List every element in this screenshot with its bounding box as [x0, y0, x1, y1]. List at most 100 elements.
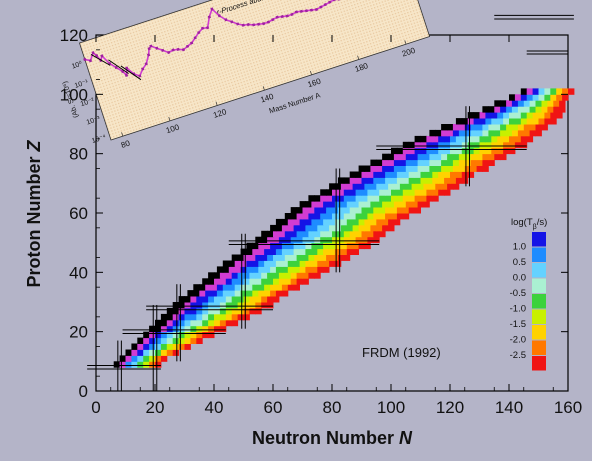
legend-swatch [532, 263, 546, 278]
nuclide-cell [240, 284, 247, 291]
nuclide-cell [287, 224, 295, 232]
nuclide-cell [296, 207, 303, 214]
nuclide-cell [205, 290, 212, 297]
nuclide-cell [408, 195, 416, 202]
nuclide-cell [391, 171, 398, 178]
inset-x-tick [262, 86, 265, 91]
nuclide-cell [435, 183, 442, 190]
inset-y-tick-label: 10⁰ [71, 60, 84, 71]
nuclide-cell [485, 147, 492, 155]
nuclide-cell [385, 213, 392, 220]
legend-title-subscript: β [533, 224, 537, 231]
nuclide-cell [199, 290, 206, 297]
nuclide-cell [405, 159, 413, 166]
nuclide-cell [337, 195, 345, 202]
nuclide-cell [385, 207, 392, 214]
nuclide-cell [361, 195, 368, 202]
nuclide-cell [211, 290, 218, 297]
inset-y-tick-label: 10⁻² [80, 97, 96, 108]
nuclide-cell [509, 118, 516, 125]
nuclide-cell [488, 129, 495, 137]
nuclide-cell [184, 302, 191, 309]
nuclide-cell [287, 284, 295, 291]
nuclide-cell [562, 88, 569, 95]
nuclide-cell [364, 201, 371, 208]
abundance-point [314, 7, 319, 12]
nuclide-cell [420, 177, 427, 184]
nuclide-cell [305, 266, 312, 273]
nuclide-cell [320, 195, 327, 202]
nuclide-cell [349, 230, 357, 238]
nuclide-cell [450, 147, 457, 155]
nuclide-cell [396, 213, 404, 220]
nuclide-cell [523, 100, 531, 107]
nuclide-cell [535, 129, 542, 137]
nuclide-cell [264, 242, 271, 250]
y-tick-label: 60 [69, 204, 88, 223]
nuclide-cell [172, 313, 180, 321]
nuclide-cell [485, 118, 492, 125]
nuclide-cell [273, 272, 280, 279]
nuclide-cell [482, 165, 489, 172]
nuclide-cell [267, 278, 274, 285]
nuclide-cell [444, 189, 451, 196]
nuclide-cell [408, 141, 416, 149]
nuclide-cell [184, 325, 191, 333]
nuclide-cell [270, 242, 277, 250]
nuclide-cell [258, 290, 265, 297]
x-tick-label: 100 [377, 398, 405, 417]
nuclide-cell [464, 165, 472, 172]
nuclide-cell [517, 129, 525, 137]
nuclide-cell [149, 331, 156, 339]
nuclide-cell [402, 141, 410, 149]
nuclide-cell [332, 230, 339, 238]
nuclide-cell [187, 290, 194, 297]
nuclide-cell [432, 171, 439, 178]
nuclide-cell [281, 218, 289, 226]
nuclide-cell [196, 307, 203, 315]
nuclide-cell [246, 260, 253, 267]
nuclide-cell [467, 141, 475, 149]
nuclide-cell [284, 278, 292, 285]
nuclide-cell [500, 100, 507, 107]
nuclide-cell [166, 349, 174, 356]
nuclide-cell [538, 112, 545, 119]
nuclide-cell [252, 266, 259, 273]
nuclide-cell [367, 177, 374, 184]
nuclide-cell [302, 236, 309, 244]
y-tick-label: 0 [79, 382, 88, 401]
nuclide-cell [450, 141, 457, 149]
nuclide-cell [225, 313, 233, 321]
nuclide-cell [355, 236, 362, 244]
model-label: FRDM (1992) [362, 345, 441, 360]
nuclide-cell [119, 355, 126, 362]
nuclide-cell [479, 118, 486, 125]
nuclide-cell [396, 177, 404, 184]
nuclide-cell [228, 266, 236, 273]
nuclide-cell [231, 272, 239, 279]
nuclide-cell [476, 165, 483, 172]
abundance-point [224, 18, 228, 22]
nuclide-cell [293, 260, 300, 267]
nuclide-cell [482, 153, 489, 161]
nuclide-cell [556, 94, 563, 101]
nuclide-cell [349, 189, 357, 196]
nuclide-cell [509, 112, 516, 119]
abundance-point [323, 2, 327, 7]
nuclide-cell [473, 118, 480, 125]
nuclide-cell [237, 307, 244, 315]
nuclide-cell [473, 135, 480, 143]
nuclide-cell [429, 165, 436, 172]
nuclide-cell [441, 124, 448, 131]
abundance-point [190, 41, 194, 45]
nuclide-cell [160, 325, 168, 333]
nuclide-cell [402, 189, 410, 196]
nuclide-cell [458, 129, 466, 137]
nuclide-cell [391, 147, 398, 155]
nuclide-cell [240, 266, 247, 273]
nuclide-cell [544, 94, 551, 101]
nuclide-cell [423, 165, 430, 172]
legend-title-end: /s) [537, 217, 548, 228]
nuclide-cell [326, 189, 333, 196]
nuclide-cell [452, 153, 460, 161]
